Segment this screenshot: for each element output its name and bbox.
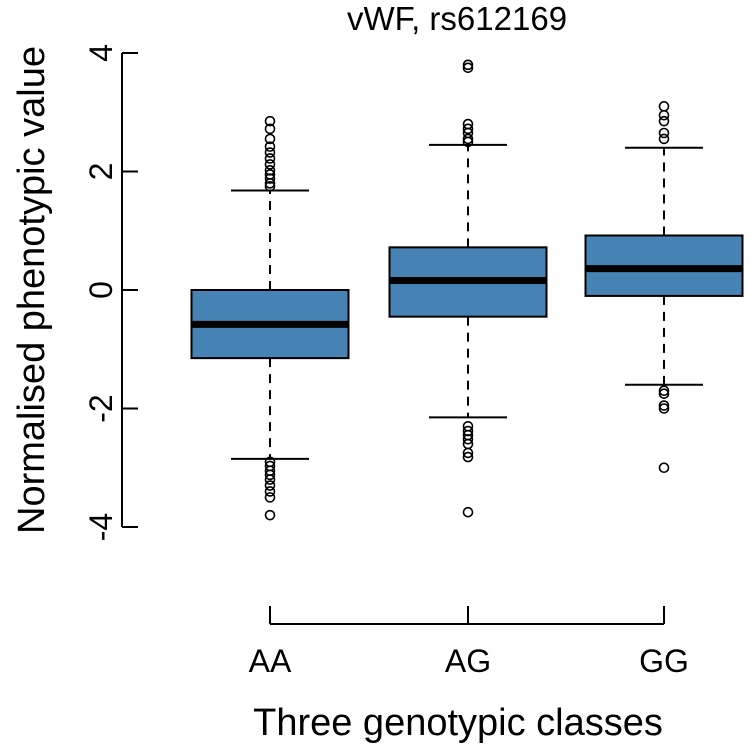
- outlier-point: [658, 101, 670, 112]
- x-axis-label: Three genotypic classes: [253, 702, 663, 744]
- box-ag: [388, 59, 548, 518]
- x-axis-ticks: AA AG GG: [249, 606, 689, 679]
- outlier-point: [264, 123, 276, 135]
- outlier-point: [658, 400, 670, 411]
- outlier-point: [264, 153, 276, 164]
- outlier-point: [462, 133, 474, 145]
- y-tick-label: -4: [83, 513, 119, 541]
- outlier-point: [264, 486, 276, 497]
- outlier-point: [658, 403, 670, 414]
- outlier-point: [658, 462, 670, 474]
- outlier-point: [264, 469, 276, 481]
- box-gg: [584, 101, 744, 474]
- outlier-point: [462, 447, 474, 459]
- outlier-point: [462, 506, 474, 518]
- box-aa: [190, 115, 350, 521]
- y-axis-label: Normalised phenotypic value: [11, 46, 53, 534]
- box-series: [190, 59, 744, 521]
- outlier-point: [264, 492, 276, 503]
- outlier-point: [264, 141, 276, 152]
- x-tick-label: AA: [249, 643, 292, 679]
- outlier-point: [658, 109, 670, 121]
- outlier-point: [264, 159, 276, 170]
- outlier-point: [462, 434, 474, 445]
- x-tick-label: GG: [639, 643, 689, 679]
- outlier-point: [462, 136, 474, 148]
- outlier-point: [264, 509, 276, 521]
- outlier-point: [264, 133, 276, 145]
- outlier-point: [462, 451, 474, 463]
- outlier-point: [264, 480, 276, 491]
- y-tick-label: -2: [83, 394, 119, 422]
- x-tick-label: AG: [445, 643, 491, 679]
- y-tick-label: 4: [83, 44, 119, 62]
- outlier-point: [462, 62, 474, 74]
- outlier-point: [264, 178, 276, 189]
- outlier-point: [264, 115, 276, 127]
- y-tick-label: 2: [83, 163, 119, 181]
- chart-title: vWF, rs612169: [347, 0, 567, 37]
- outlier-point: [462, 123, 474, 135]
- y-tick-label: 0: [83, 281, 119, 299]
- outlier-point: [264, 147, 276, 158]
- outlier-point: [462, 59, 474, 71]
- outlier-point: [264, 474, 276, 485]
- outlier-point: [264, 173, 276, 184]
- outlier-point: [658, 127, 670, 139]
- y-axis-ticks: 4 2 0 -2 -4: [83, 44, 138, 541]
- outlier-point: [264, 181, 276, 192]
- outlier-point: [658, 133, 670, 145]
- outlier-point: [658, 388, 670, 399]
- outlier-point: [658, 385, 670, 397]
- outlier-point: [658, 115, 670, 127]
